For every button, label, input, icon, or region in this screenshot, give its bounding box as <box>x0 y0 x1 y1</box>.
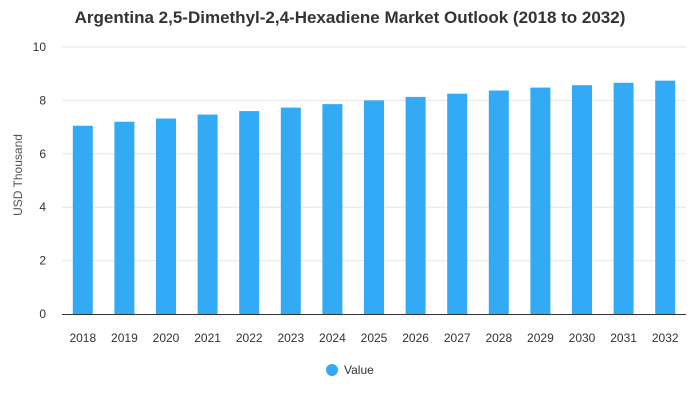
bar-2022[interactable] <box>239 111 260 314</box>
y-axis-title: USD Thousand <box>11 134 25 216</box>
y-tick-label: 0 <box>39 307 46 321</box>
bars <box>72 80 676 315</box>
x-tick-label: 2025 <box>361 331 388 345</box>
legend-marker <box>326 364 338 376</box>
bar-2027[interactable] <box>447 93 468 314</box>
y-tick-label: 4 <box>39 200 46 214</box>
bar-2019[interactable] <box>114 121 135 314</box>
y-axis-ticks: 0 2 4 6 8 10 <box>33 40 47 321</box>
bar-2030[interactable] <box>572 85 592 314</box>
bar-2032[interactable] <box>655 80 676 314</box>
x-tick-label: 2020 <box>153 331 180 345</box>
x-tick-label: 2031 <box>610 331 637 345</box>
bar-2025[interactable] <box>364 100 384 315</box>
x-tick-label: 2029 <box>527 331 554 345</box>
x-tick-label: 2030 <box>569 331 596 345</box>
y-tick-label: 6 <box>39 147 46 161</box>
bar-2021[interactable] <box>197 114 218 315</box>
bar-2023[interactable] <box>280 107 301 314</box>
x-axis-ticks: 2018 2019 2020 2021 2022 2023 2024 2025 2026 2027… <box>69 331 678 345</box>
x-tick-label: 2021 <box>194 331 221 345</box>
bar-2018[interactable] <box>72 125 93 314</box>
y-tick-label: 8 <box>39 93 46 107</box>
x-tick-label: 2028 <box>485 331 512 345</box>
bar-2026[interactable] <box>405 96 426 314</box>
x-tick-label: 2023 <box>277 331 304 345</box>
bar-2020[interactable] <box>156 118 176 314</box>
x-tick-label: 2018 <box>69 331 96 345</box>
bar-2028[interactable] <box>488 90 509 315</box>
x-tick-label: 2019 <box>111 331 138 345</box>
legend-label-value: Value <box>344 363 374 377</box>
x-tick-label: 2022 <box>236 331 263 345</box>
legend[interactable]: Value <box>326 363 374 377</box>
bar-2029[interactable] <box>530 87 551 314</box>
chart-title: Argentina 2,5-Dimethyl-2,4-Hexadiene Mar… <box>74 8 626 27</box>
y-tick-label: 10 <box>33 40 47 54</box>
bar-2031[interactable] <box>613 82 634 314</box>
x-tick-label: 2032 <box>652 331 679 345</box>
x-tick-label: 2024 <box>319 331 346 345</box>
x-tick-label: 2026 <box>402 331 429 345</box>
y-tick-label: 2 <box>39 254 46 268</box>
x-tick-label: 2027 <box>444 331 471 345</box>
bar-2024[interactable] <box>322 104 343 314</box>
